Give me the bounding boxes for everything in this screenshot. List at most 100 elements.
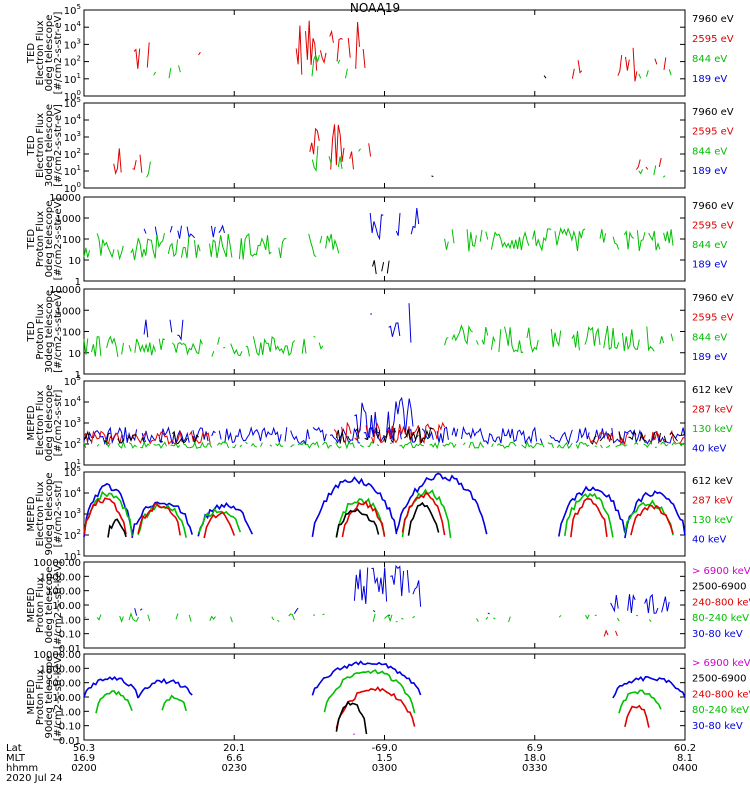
y-tick-label: 0.01 bbox=[59, 644, 81, 655]
legend-entry: 2595 eV bbox=[692, 313, 734, 324]
legend-entry: 612 keV bbox=[692, 476, 733, 487]
series-1 bbox=[143, 208, 420, 241]
data-arc bbox=[335, 700, 368, 735]
series-2 bbox=[84, 614, 683, 623]
data-arc bbox=[401, 488, 452, 539]
data-trace bbox=[636, 158, 667, 170]
data-trace bbox=[143, 224, 225, 239]
y-tick-label: 1.00 bbox=[59, 615, 81, 626]
data-trace bbox=[638, 69, 672, 79]
data-trace bbox=[353, 733, 355, 736]
footer-row-label: MLT bbox=[6, 753, 26, 764]
series-3 bbox=[603, 629, 618, 637]
series-3 bbox=[83, 491, 674, 539]
data-arc bbox=[311, 660, 422, 696]
data-arc bbox=[137, 677, 193, 699]
legend-entry: 189 eV bbox=[692, 166, 727, 177]
y-tick-label: 10000 bbox=[49, 193, 81, 204]
y-tick-label: 102 bbox=[64, 528, 81, 542]
date-label: 2020 Jul 24 bbox=[6, 773, 63, 784]
series-1 bbox=[83, 472, 686, 539]
data-trace bbox=[369, 208, 420, 241]
y-tick-label: 1 bbox=[75, 370, 81, 381]
y-tick-label: 103 bbox=[64, 416, 81, 430]
y-tick-label: 10 bbox=[68, 256, 81, 267]
data-trace bbox=[135, 607, 535, 615]
data-trace bbox=[444, 324, 674, 354]
data-arc bbox=[95, 690, 133, 714]
y-tick-label: 1000.00 bbox=[40, 572, 81, 583]
y-tick-label: 0.10 bbox=[59, 722, 81, 733]
data-trace bbox=[335, 426, 433, 444]
y-tick-label: 10000.00 bbox=[33, 558, 81, 569]
data-arc bbox=[83, 482, 133, 538]
data-trace bbox=[311, 145, 361, 172]
y-tick-label: 104 bbox=[64, 20, 82, 34]
y-tick-label: 100.00 bbox=[46, 679, 81, 690]
data-arc bbox=[564, 492, 614, 538]
y-axis-label: TEDProton Flux30deg telescope[#/cm2-s-st… bbox=[26, 290, 64, 373]
y-tick-label: 101 bbox=[64, 458, 81, 472]
data-trace bbox=[146, 161, 151, 178]
legend-entry: 240-800 keV bbox=[692, 597, 750, 608]
y-tick-label: 100 bbox=[62, 328, 81, 339]
y-axis-label: TEDProton Flux0deg telescope[#/cm2-s-str… bbox=[26, 198, 64, 281]
legend-entry: 30-80 keV bbox=[692, 721, 743, 732]
data-arc bbox=[618, 689, 662, 714]
legend-entry: 189 eV bbox=[692, 352, 727, 363]
panel-7: 0.01 0.10 1.00 10.00 100.00 1000.00 10000.00ME… bbox=[26, 558, 750, 655]
legend-entry: 130 keV bbox=[692, 515, 733, 526]
legend-entry: 40 keV bbox=[692, 443, 726, 454]
y-tick-label: 10000.00 bbox=[33, 650, 81, 661]
y-tick-label: 1000.00 bbox=[40, 664, 81, 675]
legend-entry: 189 eV bbox=[692, 74, 727, 85]
footer-hhmm: 0400 bbox=[672, 763, 697, 774]
data-trace bbox=[295, 20, 366, 75]
y-tick-label: 105 bbox=[64, 3, 81, 17]
series-3 bbox=[544, 76, 561, 79]
footer-mlt: 18.0 bbox=[524, 753, 546, 764]
data-arc bbox=[335, 508, 380, 538]
footer-mlt: 1.5 bbox=[377, 753, 393, 764]
y-tick-label: 100 bbox=[62, 235, 81, 246]
y-tick-label: 105 bbox=[64, 465, 81, 479]
footer-mlt: 16.9 bbox=[73, 753, 95, 764]
data-trace bbox=[571, 47, 638, 82]
y-axis-label: MEPEDElectron Flux90deg telescope[#/cm2-… bbox=[26, 472, 64, 555]
y-axis-label: TEDElectron Flux30deg telescope[#/cm2-s-… bbox=[26, 104, 64, 187]
footer-hhmm: 0200 bbox=[71, 763, 96, 774]
legend-entry: 2595 eV bbox=[692, 220, 734, 231]
y-tick-label: 1000 bbox=[56, 306, 81, 317]
data-arc bbox=[407, 501, 440, 536]
data-trace bbox=[655, 56, 670, 70]
series-3 bbox=[335, 686, 650, 729]
legend-entry: > 6900 keV bbox=[692, 566, 750, 577]
series-4 bbox=[107, 501, 440, 538]
data-arc bbox=[197, 508, 242, 534]
series-2 bbox=[83, 421, 686, 446]
legend-entry: > 6900 keV bbox=[692, 658, 750, 669]
legend-entry: 287 keV bbox=[692, 495, 733, 506]
legend-entry: 7960 eV bbox=[692, 107, 734, 118]
data-arc bbox=[401, 491, 446, 536]
y-tick-label: 102 bbox=[64, 437, 81, 451]
data-arc bbox=[624, 704, 650, 728]
legend-entry: 2595 eV bbox=[692, 127, 734, 138]
footer-hhmm: 0230 bbox=[222, 763, 247, 774]
data-trace bbox=[544, 76, 561, 79]
data-trace bbox=[373, 260, 397, 274]
data-arc bbox=[137, 502, 181, 536]
series-2 bbox=[84, 324, 674, 357]
footer-lat: -69.0 bbox=[372, 743, 398, 754]
data-trace bbox=[353, 564, 422, 607]
data-arc bbox=[203, 511, 236, 539]
y-tick-label: 102 bbox=[64, 55, 81, 69]
data-arc bbox=[630, 504, 674, 536]
y-tick-label: 104 bbox=[64, 113, 82, 127]
series-1 bbox=[83, 660, 686, 699]
